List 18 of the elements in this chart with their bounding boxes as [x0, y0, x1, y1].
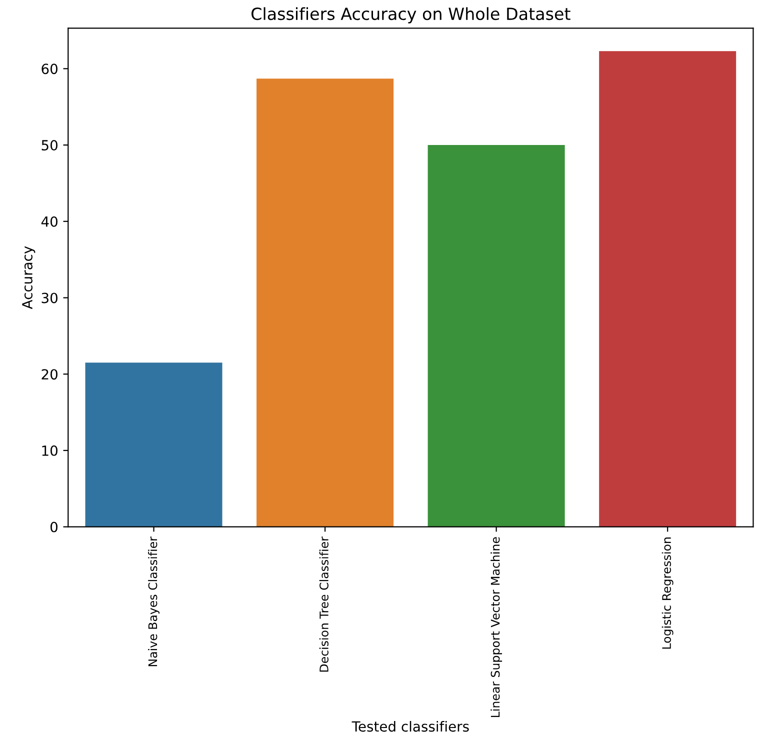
x-tick-label: Logistic Regression: [662, 538, 674, 649]
y-tick-label: 0: [50, 522, 58, 532]
bar: [256, 78, 394, 527]
chart-title: Classifiers Accuracy on Whole Dataset: [252, 7, 570, 24]
bar: [85, 362, 222, 527]
x-tick-label: Decision Tree Classifier: [319, 536, 328, 672]
x-tick-label: Linear Support Vector Machine: [490, 537, 502, 718]
y-tick-label: 30: [42, 292, 58, 304]
x-tick-label: Naive Bayes Classifier: [148, 536, 160, 666]
y-tick-label: 20: [42, 369, 58, 380]
bar: [599, 51, 736, 527]
y-tick-label: 10: [42, 445, 58, 456]
y-axis-title: Accuracy: [22, 246, 36, 310]
y-tick-label: 50: [42, 140, 58, 150]
y-tick-label: 40: [41, 216, 58, 227]
bar: [428, 145, 565, 527]
y-tick-label: 60: [42, 64, 58, 74]
x-axis-title: Tested classifiers: [352, 720, 469, 732]
